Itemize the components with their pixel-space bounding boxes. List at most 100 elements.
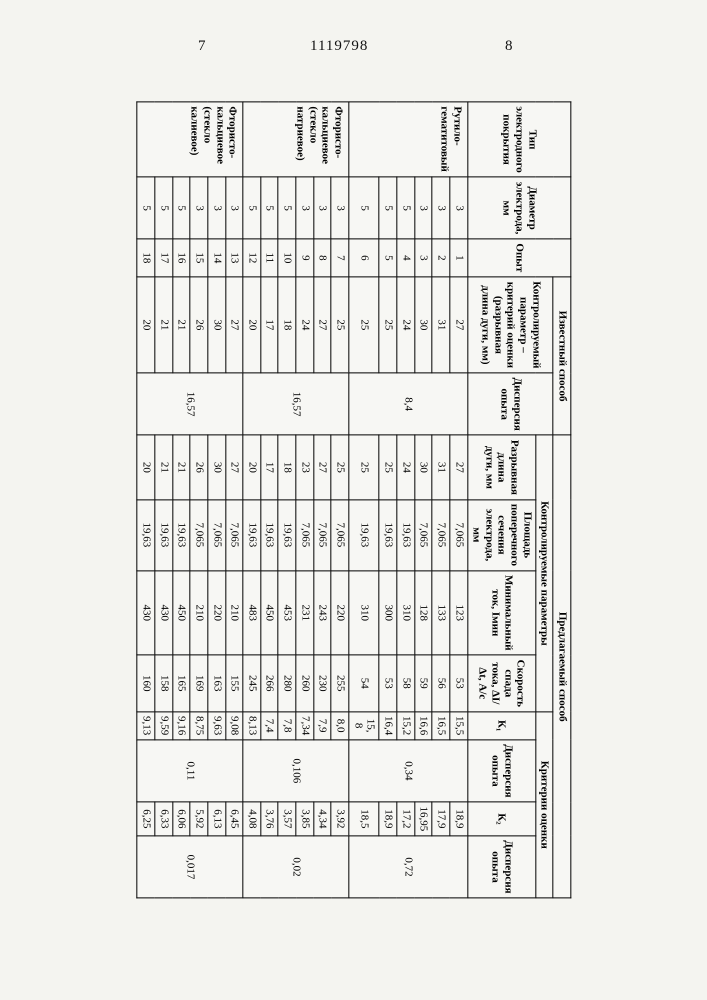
table-cell: 430 bbox=[154, 570, 172, 655]
table-cell: 17,2 bbox=[396, 802, 414, 836]
table-cell: 430 bbox=[137, 570, 155, 655]
table-cell: 27 bbox=[225, 277, 243, 373]
table-cell: 21 bbox=[154, 435, 172, 499]
table-cell: 19,63 bbox=[243, 499, 261, 570]
table-cell: 5 bbox=[379, 177, 397, 239]
table-cell: 260 bbox=[295, 655, 313, 711]
table-cell: 54 bbox=[348, 655, 378, 711]
table-cell: 3,76 bbox=[260, 802, 278, 836]
table-cell: 3,85 bbox=[295, 802, 313, 836]
table-cell: 25 bbox=[331, 277, 349, 373]
table-cell: 158 bbox=[154, 655, 172, 711]
table-cell: 4 bbox=[396, 239, 414, 277]
table-cell: 27 bbox=[225, 435, 243, 499]
table-cell: 20 bbox=[137, 277, 155, 373]
dispersion-k1: 0,11 bbox=[137, 740, 243, 802]
column-header: Тип электродного покрытия bbox=[467, 102, 570, 177]
table-cell: 19,63 bbox=[278, 499, 296, 570]
table-cell: 3 bbox=[432, 177, 450, 239]
data-table: Тип электродного покрытияДиаметр электро… bbox=[136, 101, 571, 898]
table-cell: 11 bbox=[260, 239, 278, 277]
table-cell: 8,0 bbox=[331, 711, 349, 739]
table-cell: 169 bbox=[190, 655, 208, 711]
table-cell: 7,065 bbox=[295, 499, 313, 570]
table-cell: 123 bbox=[449, 570, 467, 655]
table-cell: 255 bbox=[331, 655, 349, 711]
table-cell: 24 bbox=[295, 277, 313, 373]
table-cell: 210 bbox=[190, 570, 208, 655]
table-cell: 9,08 bbox=[225, 711, 243, 739]
table-cell: 5 bbox=[260, 177, 278, 239]
table-cell: 280 bbox=[278, 655, 296, 711]
table-cell: 27 bbox=[313, 277, 331, 373]
table-cell: 19,63 bbox=[379, 499, 397, 570]
table-cell: 7,065 bbox=[313, 499, 331, 570]
table-cell: 5,92 bbox=[190, 802, 208, 836]
table-cell: 7,065 bbox=[225, 499, 243, 570]
table-cell: 220 bbox=[331, 570, 349, 655]
table-cell: 450 bbox=[260, 570, 278, 655]
table-cell: 231 bbox=[295, 570, 313, 655]
table-cell: 53 bbox=[379, 655, 397, 711]
table-cell: 4,08 bbox=[243, 802, 261, 836]
table-cell: 165 bbox=[172, 655, 190, 711]
table-cell: 9,59 bbox=[154, 711, 172, 739]
table-cell: 18 bbox=[278, 277, 296, 373]
dispersion-k1: 0,106 bbox=[243, 740, 349, 802]
table-cell: 160 bbox=[137, 655, 155, 711]
table-cell: 18,9 bbox=[449, 802, 467, 836]
table-cell: 9,13 bbox=[137, 711, 155, 739]
table-cell: 3 bbox=[225, 177, 243, 239]
table-cell: 310 bbox=[348, 570, 378, 655]
table-cell: 31 bbox=[432, 277, 450, 373]
table-cell: 13 bbox=[225, 239, 243, 277]
dispersion-known: 8,4 bbox=[348, 373, 466, 435]
column-header: К₁ bbox=[467, 711, 535, 739]
table-cell: 5 bbox=[172, 177, 190, 239]
table-cell: 5 bbox=[243, 177, 261, 239]
column-header: Минимальный ток, Iмин bbox=[467, 570, 535, 655]
table-cell: 6 bbox=[348, 239, 378, 277]
table-cell: 2 bbox=[432, 239, 450, 277]
table-cell: 15,2 bbox=[396, 711, 414, 739]
table-cell: 21 bbox=[154, 277, 172, 373]
table-cell: 17,9 bbox=[432, 802, 450, 836]
table-cell: 59 bbox=[414, 655, 432, 711]
coating-type-label: Рутило-гематитовый bbox=[348, 102, 466, 177]
table-cell: 30 bbox=[207, 277, 225, 373]
table-cell: 21 bbox=[172, 435, 190, 499]
table-cell: 27 bbox=[449, 435, 467, 499]
table-cell: 26 bbox=[190, 435, 208, 499]
column-header: Критерии оценки bbox=[535, 711, 553, 898]
page: 7 1119798 8 Тип электродного покрытияДиа… bbox=[0, 0, 707, 1000]
table-cell: 30 bbox=[414, 435, 432, 499]
table-cell: 15 bbox=[190, 239, 208, 277]
table-cell: 25 bbox=[379, 435, 397, 499]
table-cell: 53 bbox=[449, 655, 467, 711]
table-cell: 7,065 bbox=[414, 499, 432, 570]
document-number: 1119798 bbox=[310, 38, 368, 55]
table-cell: 19,63 bbox=[154, 499, 172, 570]
column-header: Дисперсия опыта bbox=[467, 373, 553, 435]
table-cell: 3 bbox=[313, 177, 331, 239]
table-cell: 17 bbox=[154, 239, 172, 277]
table-cell: 56 bbox=[432, 655, 450, 711]
table-cell: 16,4 bbox=[379, 711, 397, 739]
table-cell: 6,25 bbox=[137, 802, 155, 836]
column-header: Дисперсия опыта bbox=[467, 836, 535, 898]
table-cell: 3,92 bbox=[331, 802, 349, 836]
coating-type-label: Фтористо-кальциевое (стекло натриевое) bbox=[243, 102, 349, 177]
table-cell: 8,75 bbox=[190, 711, 208, 739]
table-cell: 4,34 bbox=[313, 802, 331, 836]
table-cell: 9,63 bbox=[207, 711, 225, 739]
table-cell: 19,63 bbox=[172, 499, 190, 570]
table-cell: 310 bbox=[396, 570, 414, 655]
table-cell: 27 bbox=[313, 435, 331, 499]
table-cell: 19,63 bbox=[348, 499, 378, 570]
table-rotated-wrapper: Тип электродного покрытияДиаметр электро… bbox=[136, 101, 571, 898]
table-cell: 18,9 bbox=[379, 802, 397, 836]
dispersion-k2: 0,72 bbox=[348, 836, 466, 898]
table-cell: 5 bbox=[379, 239, 397, 277]
table-cell: 5 bbox=[137, 177, 155, 239]
table-cell: 24 bbox=[396, 277, 414, 373]
